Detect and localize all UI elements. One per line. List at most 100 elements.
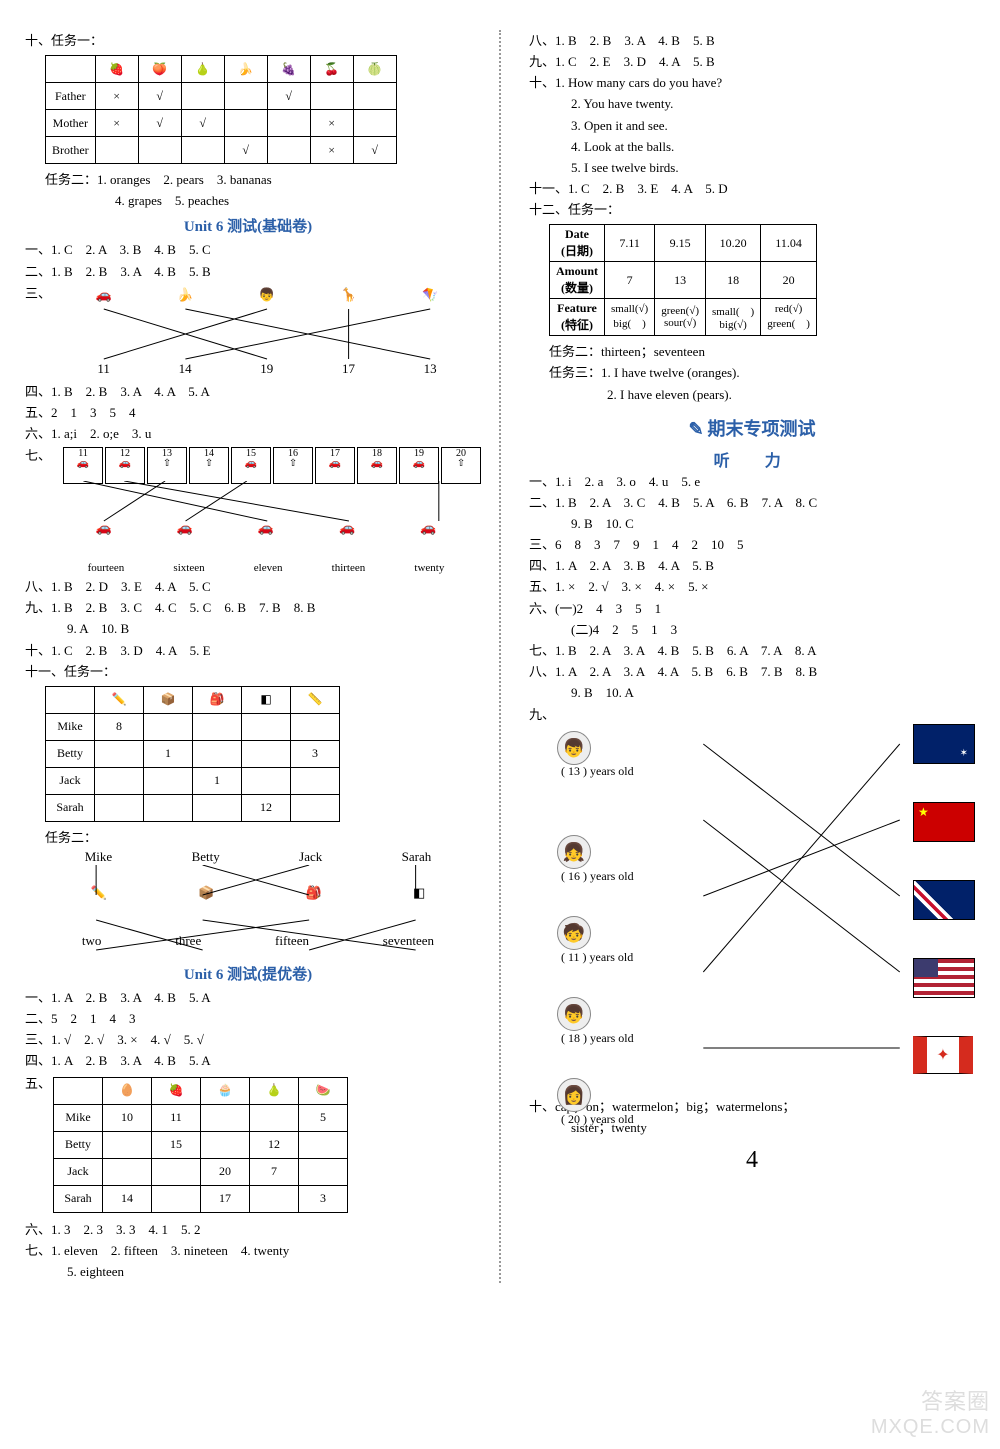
- flag-cn-icon: [913, 802, 975, 842]
- answer-line: 2. I have eleven (pears).: [529, 385, 975, 405]
- flag-uk-icon: [913, 880, 975, 920]
- answer-line: 九、1. B 2. B 3. C 4. C 5. C 6. B 7. B 8. …: [25, 598, 471, 618]
- answer-line: 三、1. √ 2. √ 3. × 4. √ 5. √: [25, 1030, 471, 1050]
- matching-lines: [63, 481, 472, 529]
- child-icon: 👦: [557, 731, 591, 765]
- cherry-icon: 🍒: [310, 56, 353, 83]
- num-label: 11: [97, 361, 110, 377]
- fruit-table: 🍓 🍑 🍐 🍌 🍇 🍒 🍈 Father ×√√ Mother ×√√× Bro…: [45, 55, 397, 164]
- date-table: Date (日期) 7.11 9.15 10.20 11.04 Amount (…: [549, 224, 817, 336]
- word-label: fourteen: [88, 562, 125, 574]
- bag-icon: 🎒: [193, 686, 242, 713]
- num-label: 17: [342, 361, 355, 377]
- word-label: thirteen: [332, 562, 366, 574]
- listening-heading: 听 力: [529, 447, 975, 471]
- parking-row: 11🚗 12🚗 13⇧ 14⇧ 15🚗 16⇧ 17🚗 18🚗 19🚗 20⇧: [63, 447, 481, 484]
- answer-line: 八、1. B 2. D 3. E 4. A 5. C: [25, 577, 471, 597]
- answer-line: 五、2 1 3 5 4: [25, 403, 471, 423]
- answer-line: 六、1. a;i 2. o;e 3. u: [25, 424, 471, 444]
- word-label: twenty: [414, 562, 444, 574]
- age-label: ( 13 ) years old: [561, 764, 634, 779]
- final-heading: 期末专项测试: [529, 415, 975, 441]
- answer-line: 十一、1. C 2. B 3. E 4. A 5. D: [529, 179, 975, 199]
- age-label: ( 16 ) years old: [561, 869, 634, 884]
- name-label: Jack: [299, 849, 322, 865]
- answer-line: 4. Look at the balls.: [529, 137, 975, 157]
- child-icon: 🧒: [557, 916, 591, 950]
- answer-line: 三、6 8 3 7 9 1 4 2 10 5: [529, 535, 975, 555]
- flag-au-icon: [913, 724, 975, 764]
- answer-line: 四、1. B 2. B 3. A 4. A 5. A: [25, 382, 471, 402]
- answer-line: 四、1. A 2. A 3. B 4. A 5. B: [529, 556, 975, 576]
- flag-ca-icon: [913, 1036, 973, 1074]
- answer-line: 五、1. × 2. √ 3. × 4. × 5. ×: [529, 577, 975, 597]
- arrow-icon: ⇧: [289, 459, 297, 469]
- strawberry-icon: 🍓: [95, 56, 138, 83]
- word-label: sixteen: [173, 562, 204, 574]
- answer-line: 一、1. C 2. A 3. B 4. B 5. C: [25, 240, 471, 260]
- unit6-basic-title: Unit 6 测试(基础卷): [25, 215, 471, 236]
- answer-line: 十、1. C 2. B 3. D 4. A 5. E: [25, 641, 471, 661]
- age-label: ( 11 ) years old: [561, 950, 634, 965]
- answer-line: 二、1. B 2. B 3. A 4. B 5. B: [25, 262, 471, 282]
- food-table: 🥚 🍓 🧁 🍐 🍉 Mike10115 Betty1512 Jack207 Sa…: [53, 1077, 348, 1213]
- stationery-table: ✏️ 📦 🎒 ◧ 📏 Mike8 Betty13 Jack1 Sarah12: [45, 686, 340, 822]
- answer-line: 9. B 10. A: [529, 683, 975, 703]
- melon-icon: 🍈: [353, 56, 396, 83]
- answer-line: 七、1. eleven 2. fifteen 3. nineteen 4. tw…: [25, 1241, 471, 1261]
- car-icon: 🚗: [413, 459, 425, 469]
- grape-icon: 🍇: [267, 56, 310, 83]
- unit6-adv-title: Unit 6 测试(提优卷): [25, 963, 471, 984]
- child-icon: 👩: [557, 1078, 591, 1112]
- matching-lines: [45, 865, 471, 955]
- arrow-icon: ⇧: [163, 459, 171, 469]
- section-label: 七、: [25, 446, 51, 466]
- strawberry-icon: 🍓: [152, 1077, 201, 1104]
- answer-line: 9. A 10. B: [25, 619, 471, 639]
- answer-line: 九、1. C 2. E 3. D 4. A 5. B: [529, 52, 975, 72]
- flag-us-icon: [913, 958, 975, 998]
- banana-icon: 🍌: [224, 56, 267, 83]
- task-label: 十二、任务一：: [529, 200, 975, 220]
- answer-line: 任务三：1. I have twelve (oranges).: [529, 363, 975, 383]
- answer-line: 十、1. How many cars do you have?: [529, 73, 975, 93]
- answer-line: 任务二：thirteen；seventeen: [529, 342, 975, 362]
- pear-icon: 🍐: [250, 1077, 299, 1104]
- answer-line: 2. You have twenty.: [529, 94, 975, 114]
- peach-icon: 🍑: [138, 56, 181, 83]
- crayon-icon: ✏️: [95, 686, 144, 713]
- page-number: 4: [529, 1147, 975, 1174]
- car-icon: 🚗: [371, 459, 383, 469]
- num-label: 14: [179, 361, 192, 377]
- watermark: 答案圈 MXQE.COM: [871, 1384, 990, 1439]
- table-row: Father: [46, 83, 96, 110]
- answer-line: 七、1. B 2. A 3. A 4. B 5. B 6. A 7. A 8. …: [529, 641, 975, 661]
- answer-line: 5. I see twelve birds.: [529, 158, 975, 178]
- car-icon: 🚗: [77, 459, 89, 469]
- ruler-icon: 📏: [291, 686, 340, 713]
- word-label: eleven: [254, 562, 283, 574]
- age-label: ( 18 ) years old: [561, 1031, 634, 1046]
- answer-line: 9. B 10. C: [529, 514, 975, 534]
- pencilcase-icon: 📦: [144, 686, 193, 713]
- table-row: Mother: [46, 110, 96, 137]
- task-label: 十一、任务一：: [25, 662, 471, 682]
- answer-line: 一、1. A 2. B 3. A 4. B 5. A: [25, 988, 471, 1008]
- child-icon: 👦: [557, 997, 591, 1031]
- answer-line: 八、1. A 2. A 3. A 4. A 5. B 6. B 7. B 8. …: [529, 662, 975, 682]
- arrow-icon: ⇧: [457, 459, 465, 469]
- task2-line2: 4. grapes 5. peaches: [25, 191, 471, 211]
- egg-icon: 🥚: [103, 1077, 152, 1104]
- answer-line: (二)4 2 5 1 3: [529, 620, 975, 640]
- num-label: 19: [260, 361, 273, 377]
- answer-line: 四、1. A 2. B 3. A 4. B 5. A: [25, 1051, 471, 1071]
- num-label: 13: [424, 361, 437, 377]
- name-label: Betty: [192, 849, 220, 865]
- answer-line: 5. eighteen: [25, 1262, 471, 1282]
- name-label: Sarah: [402, 849, 432, 865]
- answer-line: 二、1. B 2. A 3. C 4. B 5. A 6. B 7. A 8. …: [529, 493, 975, 513]
- answer-line: 六、(一)2 4 3 5 1: [529, 599, 975, 619]
- child-icon: 👧: [557, 835, 591, 869]
- task2-line1: 任务二：1. oranges 2. pears 3. bananas: [25, 170, 471, 190]
- task1-heading: 十、任务一：: [25, 31, 471, 51]
